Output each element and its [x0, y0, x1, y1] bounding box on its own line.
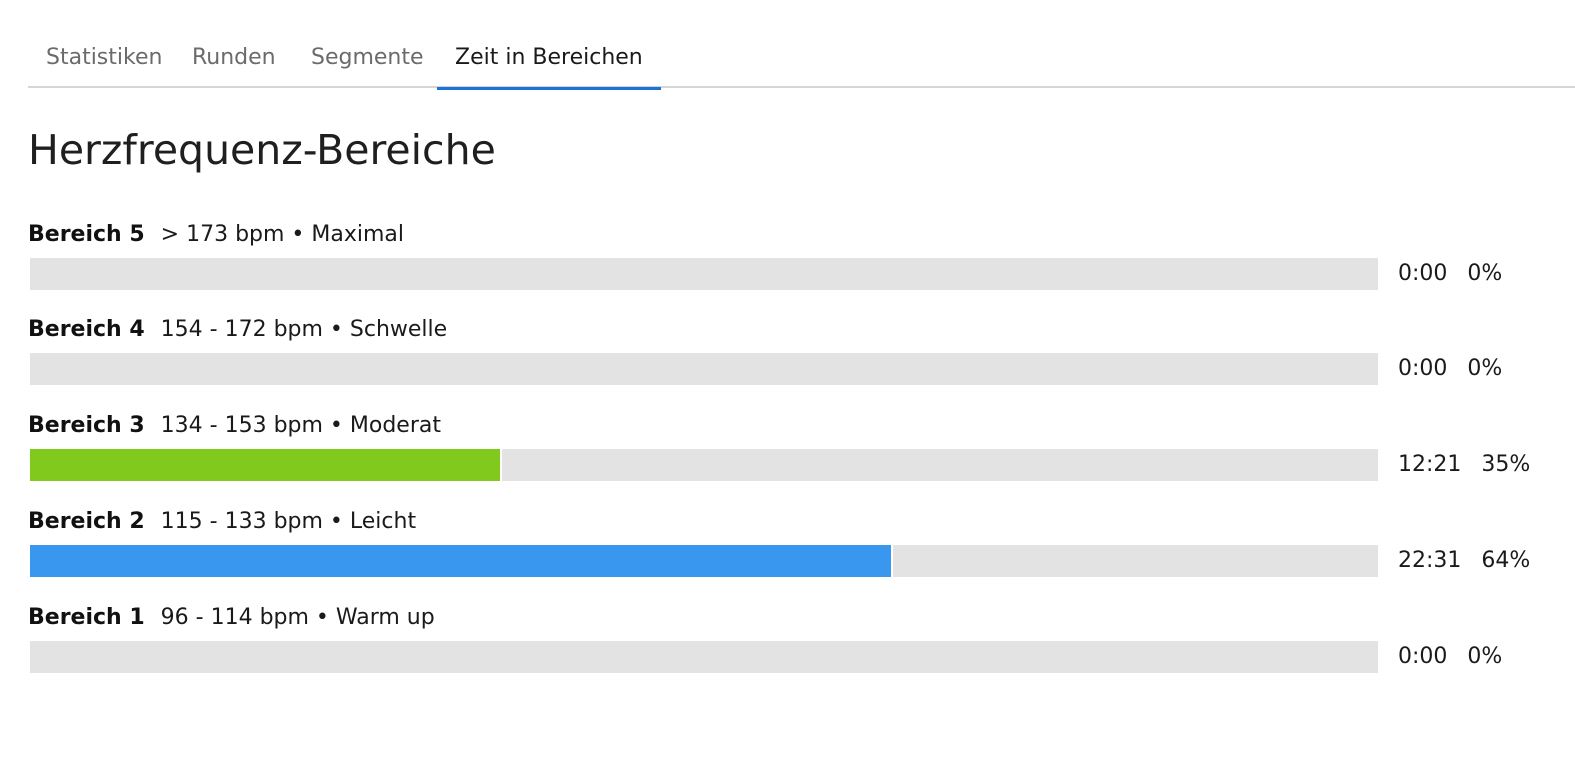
- tab-statistiken[interactable]: Statistiken: [46, 45, 163, 70]
- zone-percent: 35%: [1481, 452, 1531, 477]
- zone-bar-fill: [30, 449, 502, 481]
- zone-label: Bereich 4 154 - 172 bpm • Schwelle: [28, 315, 447, 345]
- zone-bar-track: [30, 449, 1378, 481]
- zone-label: Bereich 3 134 - 153 bpm • Moderat: [28, 411, 441, 441]
- zone-range: 115 - 133 bpm • Leicht: [160, 509, 417, 534]
- tab-segmente[interactable]: Segmente: [311, 45, 424, 70]
- zone-time: 0:00: [1398, 644, 1448, 669]
- zone-row-4: Bereich 4 154 - 172 bpm • Schwelle 0:00 0%: [28, 315, 1548, 395]
- zone-bar-track: [30, 641, 1378, 673]
- zone-stats: 0:00 0%: [1398, 258, 1502, 290]
- zone-bar-track: [30, 258, 1378, 290]
- zone-row-2: Bereich 2 115 - 133 bpm • Leicht 22:31 64%: [28, 507, 1548, 587]
- zone-stats: 12:21 35%: [1398, 449, 1530, 481]
- zone-range: 96 - 114 bpm • Warm up: [160, 605, 435, 630]
- zone-name: Bereich 2: [28, 509, 145, 534]
- zone-percent: 0%: [1467, 644, 1503, 669]
- zone-range: 134 - 153 bpm • Moderat: [160, 413, 441, 438]
- zone-name: Bereich 1: [28, 605, 145, 630]
- zone-label: Bereich 1 96 - 114 bpm • Warm up: [28, 603, 435, 633]
- zone-bar-track: [30, 353, 1378, 385]
- zone-row-1: Bereich 1 96 - 114 bpm • Warm up 0:00 0%: [28, 603, 1548, 683]
- page-title: Herzfrequenz-Bereiche: [28, 126, 496, 174]
- zone-label: Bereich 2 115 - 133 bpm • Leicht: [28, 507, 416, 537]
- zone-time: 0:00: [1398, 356, 1448, 381]
- zone-percent: 0%: [1467, 356, 1503, 381]
- tab-bar: Statistiken Runden Segmente Zeit in Bere…: [28, 28, 1575, 90]
- zone-percent: 0%: [1467, 261, 1503, 286]
- zone-bar-fill: [30, 545, 893, 577]
- tab-runden[interactable]: Runden: [192, 45, 276, 70]
- zone-range: 154 - 172 bpm • Schwelle: [160, 317, 448, 342]
- zone-stats: 0:00 0%: [1398, 641, 1502, 673]
- zone-row-3: Bereich 3 134 - 153 bpm • Moderat 12:21 35…: [28, 411, 1548, 491]
- zone-time: 0:00: [1398, 261, 1448, 286]
- zone-range: > 173 bpm • Maximal: [160, 222, 405, 247]
- zone-label: Bereich 5 > 173 bpm • Maximal: [28, 220, 404, 250]
- zone-stats: 22:31 64%: [1398, 545, 1530, 577]
- zone-time: 12:21: [1398, 452, 1462, 477]
- zone-name: Bereich 4: [28, 317, 145, 342]
- zone-row-5: Bereich 5 > 173 bpm • Maximal 0:00 0%: [28, 220, 1548, 300]
- zone-percent: 64%: [1481, 548, 1531, 573]
- zone-name: Bereich 5: [28, 222, 145, 247]
- zone-stats: 0:00 0%: [1398, 353, 1502, 385]
- zone-time: 22:31: [1398, 548, 1462, 573]
- zone-name: Bereich 3: [28, 413, 145, 438]
- zone-bar-track: [30, 545, 1378, 577]
- tab-zeit-in-bereichen[interactable]: Zeit in Bereichen: [437, 28, 661, 90]
